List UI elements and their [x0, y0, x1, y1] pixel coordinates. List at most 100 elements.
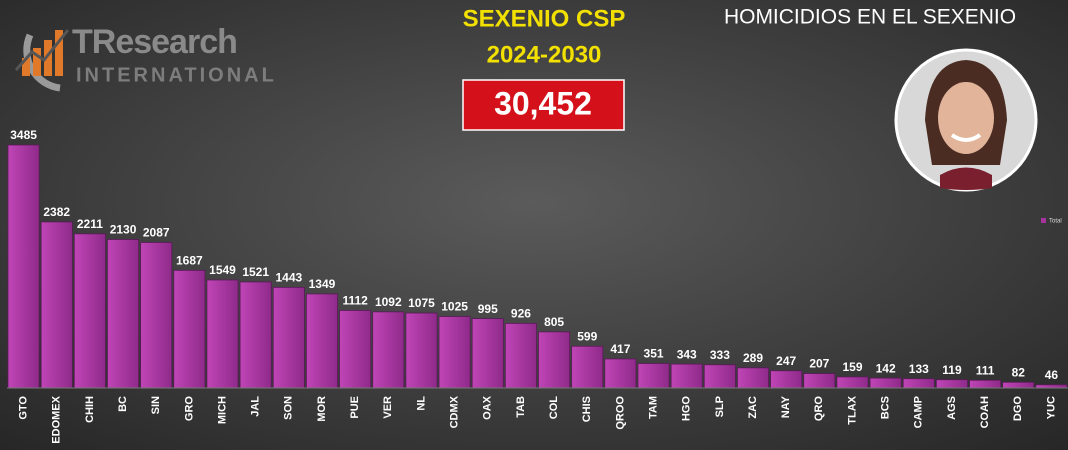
value-label: 207: [809, 357, 829, 371]
logo-sub: INTERNATIONAL: [76, 64, 277, 86]
x-tick-label: PUE: [349, 396, 361, 419]
x-tick-label: DGO: [1012, 396, 1024, 422]
bar: [73, 233, 106, 389]
bar: [140, 242, 173, 389]
value-label: 995: [478, 302, 498, 316]
bar: [737, 367, 769, 389]
value-label: 805: [544, 315, 564, 329]
bar: [803, 373, 836, 389]
value-label: 1092: [375, 295, 402, 309]
value-label: 1521: [242, 265, 269, 279]
chart-title: HOMICIDIOS EN EL SEXENIO: [724, 6, 1016, 29]
x-tick-label: AGS: [946, 396, 958, 420]
bar: [770, 370, 803, 389]
bar: [902, 378, 935, 389]
x-tick-label: SIN: [150, 396, 162, 414]
x-tick-label: YUC: [1045, 396, 1057, 419]
value-label: 1443: [275, 271, 302, 285]
bar: [438, 316, 471, 389]
bar: [272, 286, 305, 389]
value-label: 333: [710, 348, 730, 362]
x-tick-label: COAH: [979, 396, 991, 428]
bar: [173, 269, 206, 389]
x-tick-label: QRO: [813, 396, 825, 422]
bar: [7, 144, 40, 389]
value-label: 3485: [10, 128, 37, 142]
x-tick-label: SON: [283, 396, 295, 420]
x-tick-label: NL: [415, 396, 427, 411]
value-label: 1025: [441, 300, 468, 314]
bar: [637, 363, 670, 389]
bar: [372, 311, 405, 389]
value-label: 351: [644, 347, 664, 361]
value-label: 133: [909, 362, 929, 376]
x-tick-label: JAL: [250, 396, 262, 417]
bar: [239, 281, 272, 389]
bar: [869, 377, 902, 389]
logo: TResearch INTERNATIONAL: [14, 23, 277, 92]
x-tick-label: BC: [117, 396, 129, 412]
x-tick-label: CHIH: [84, 396, 96, 423]
x-tick-label: CHIS: [581, 396, 593, 422]
total-box: [462, 79, 625, 131]
value-label: 2087: [143, 226, 170, 240]
x-tick-label: ZAC: [747, 396, 759, 419]
x-tick-label: VER: [382, 396, 394, 419]
x-tick-label: TLAX: [846, 395, 858, 424]
value-label: 2382: [43, 205, 70, 219]
x-tick-label: TAB: [515, 396, 527, 418]
x-tick-label: OAX: [482, 395, 494, 420]
logo-brand: TResearch: [72, 23, 237, 61]
bar: [836, 376, 869, 389]
value-label: 142: [876, 361, 896, 375]
bar: [107, 239, 140, 389]
bar: [571, 345, 604, 389]
value-label: 343: [677, 347, 697, 361]
x-tick-label: MICH: [216, 396, 228, 424]
legend-label: Total: [1049, 219, 1062, 225]
bar: [538, 331, 571, 389]
bar: [969, 379, 1002, 389]
total-value: 30,452: [494, 85, 592, 121]
bar: [604, 358, 637, 389]
x-tick-label: EDOMEX: [51, 395, 63, 443]
portrait: [894, 48, 1038, 192]
bar: [306, 293, 338, 389]
bar: [40, 221, 73, 389]
value-label: 111: [976, 363, 995, 377]
value-label: 289: [743, 351, 763, 365]
legend-swatch: [1041, 218, 1046, 223]
value-label: 417: [610, 342, 630, 356]
value-label: 1687: [176, 254, 203, 268]
value-label: 247: [776, 354, 796, 368]
x-tick-label: GTO: [17, 396, 29, 420]
value-label: 1349: [309, 277, 336, 291]
value-label: 159: [842, 360, 862, 374]
x-tick-label: TAM: [647, 396, 659, 419]
bar: [1002, 381, 1035, 389]
bar: [670, 363, 703, 389]
bar: [504, 323, 537, 389]
value-label: 1549: [209, 263, 236, 277]
x-tick-label: BCS: [880, 396, 892, 419]
value-label: 599: [577, 329, 597, 343]
x-tick-label: QROO: [614, 396, 626, 430]
value-label: 119: [942, 363, 962, 377]
x-tick-label: NAY: [780, 395, 792, 418]
x-tick-label: HGO: [681, 396, 693, 422]
bar: [405, 312, 438, 389]
x-tick-label: CDMX: [449, 395, 461, 428]
header-line1: SEXENIO CSP: [463, 5, 626, 32]
value-label: 1112: [342, 294, 368, 308]
bar: [471, 318, 504, 389]
value-label: 2211: [77, 217, 103, 231]
bar: [339, 310, 372, 389]
x-tick-label: SLP: [714, 396, 726, 417]
x-tick-label: MOR: [316, 396, 328, 422]
value-label: 1075: [408, 296, 435, 310]
x-tick-label: COL: [548, 396, 560, 420]
value-label: 2130: [110, 223, 137, 237]
value-label: 82: [1012, 365, 1026, 379]
x-tick-label: GRO: [183, 396, 195, 422]
